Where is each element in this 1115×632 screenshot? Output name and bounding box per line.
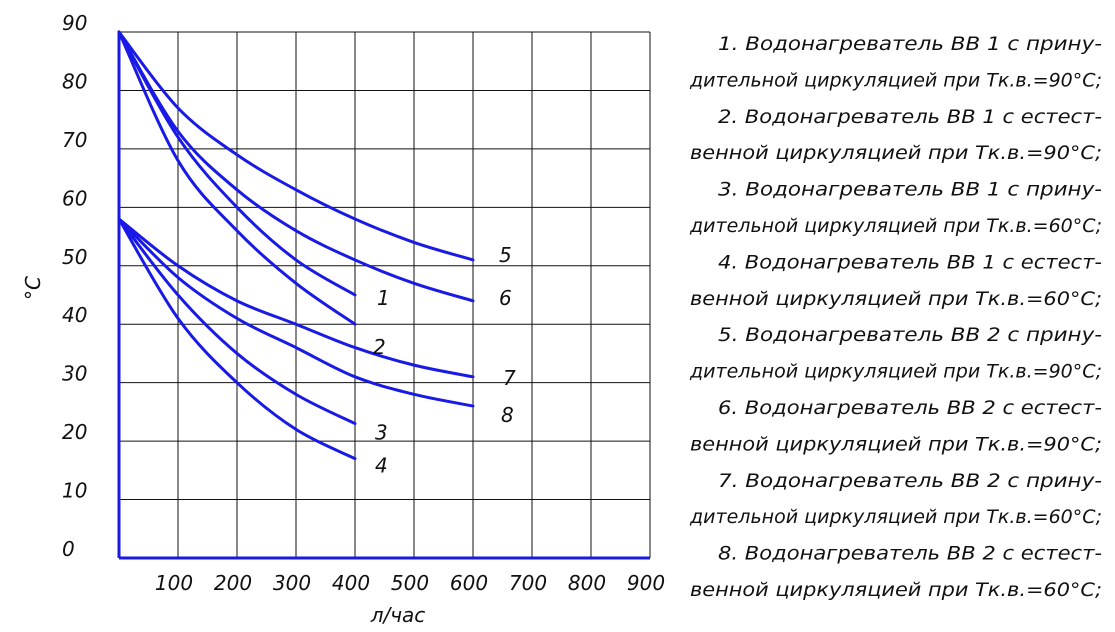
series-line-1 bbox=[117, 30, 357, 297]
series-line-8 bbox=[117, 217, 475, 408]
legend-line: дительной циркуляцией при Тк.в.=60°С; bbox=[689, 506, 1102, 528]
y-tick-label: 0 bbox=[62, 537, 75, 561]
y-tick-label: 90 bbox=[62, 11, 87, 35]
grid bbox=[118, 31, 651, 559]
curve-labels: 1 2 3 4 5 6 7 8 bbox=[373, 243, 516, 478]
x-tick-labels: 100 200 300 400 500 600 700 800 900 bbox=[155, 571, 665, 595]
y-tick-label: 30 bbox=[62, 362, 87, 386]
legend-line: 3. Водонагреватель ВВ 1 с прину- bbox=[718, 179, 1102, 201]
series-line-3 bbox=[117, 217, 357, 426]
legend-line: 5. Водонагреватель ВВ 2 с прину- bbox=[718, 324, 1102, 346]
x-tick-label: 100 bbox=[155, 571, 193, 595]
legend-line: дительной циркуляцией при Тк.в.=90°С; bbox=[689, 69, 1102, 91]
legend-line: 7. Водонагреватель ВВ 2 с прину- bbox=[718, 470, 1102, 492]
x-tick-label: 500 bbox=[391, 571, 429, 595]
y-axis-label: °С bbox=[21, 276, 45, 300]
y-tick-label: 10 bbox=[62, 479, 87, 503]
y-tick-label: 20 bbox=[62, 420, 87, 444]
y-tick-label: 50 bbox=[62, 245, 87, 269]
x-tick-label: 300 bbox=[273, 571, 311, 595]
legend-line: венной циркуляцией при Тк.в.=60°С; bbox=[690, 579, 1102, 601]
y-tick-label: 60 bbox=[62, 186, 87, 210]
x-tick-label: 600 bbox=[450, 571, 488, 595]
legend-line: 4. Водонагреватель ВВ 1 с естест- bbox=[718, 251, 1102, 273]
legend-line: дительной циркуляцией при Тк.в.=60°С; bbox=[689, 215, 1102, 237]
legend-line: венной циркуляцией при Тк.в.=90°С; bbox=[690, 433, 1102, 455]
y-tick-label: 80 bbox=[62, 69, 87, 93]
series-label-6: 6 bbox=[499, 286, 512, 310]
legend-line: венной циркуляцией при Тк.в.=60°С; bbox=[690, 288, 1102, 310]
legend-line: венной циркуляцией при Тк.в.=90°С; bbox=[690, 142, 1102, 164]
y-tick-labels: 0 10 20 30 40 50 60 70 80 90 bbox=[62, 11, 87, 561]
legend-line: 8. Водонагреватель ВВ 2 с естест- bbox=[718, 543, 1102, 565]
series-line-6 bbox=[117, 30, 475, 303]
x-tick-label: 900 bbox=[627, 571, 665, 595]
legend-line: дительной циркуляцией при Тк.в.=90°С; bbox=[689, 361, 1102, 383]
series-label-5: 5 bbox=[499, 243, 512, 267]
series-line-4 bbox=[117, 217, 357, 461]
series-line-7 bbox=[117, 217, 475, 379]
x-tick-label: 400 bbox=[332, 571, 370, 595]
legend-line: 2. Водонагреватель ВВ 1 с естест- bbox=[718, 106, 1102, 128]
y-tick-label: 70 bbox=[62, 128, 87, 152]
series-label-7: 7 bbox=[503, 366, 516, 390]
legend-line: 1. Водонагреватель ВВ 1 с прину- bbox=[718, 33, 1102, 55]
x-tick-label: 700 bbox=[509, 571, 547, 595]
series-line-5 bbox=[117, 30, 475, 262]
series-label-1: 1 bbox=[377, 286, 390, 310]
x-tick-label: 800 bbox=[568, 571, 606, 595]
series-label-3: 3 bbox=[375, 421, 388, 445]
y-tick-label: 40 bbox=[62, 303, 87, 327]
legend: 1. Водонагреватель ВВ 1 с прину-дительно… bbox=[689, 33, 1102, 601]
series-label-2: 2 bbox=[373, 335, 386, 359]
curves bbox=[117, 30, 475, 461]
axes bbox=[117, 32, 650, 560]
series-label-4: 4 bbox=[375, 454, 388, 478]
legend-line: 6. Водонагреватель ВВ 2 с естест- bbox=[718, 397, 1102, 419]
x-tick-label: 200 bbox=[214, 571, 252, 595]
series-line-2 bbox=[117, 30, 357, 326]
series-label-8: 8 bbox=[501, 403, 514, 427]
x-axis-label: л/час bbox=[370, 603, 426, 627]
